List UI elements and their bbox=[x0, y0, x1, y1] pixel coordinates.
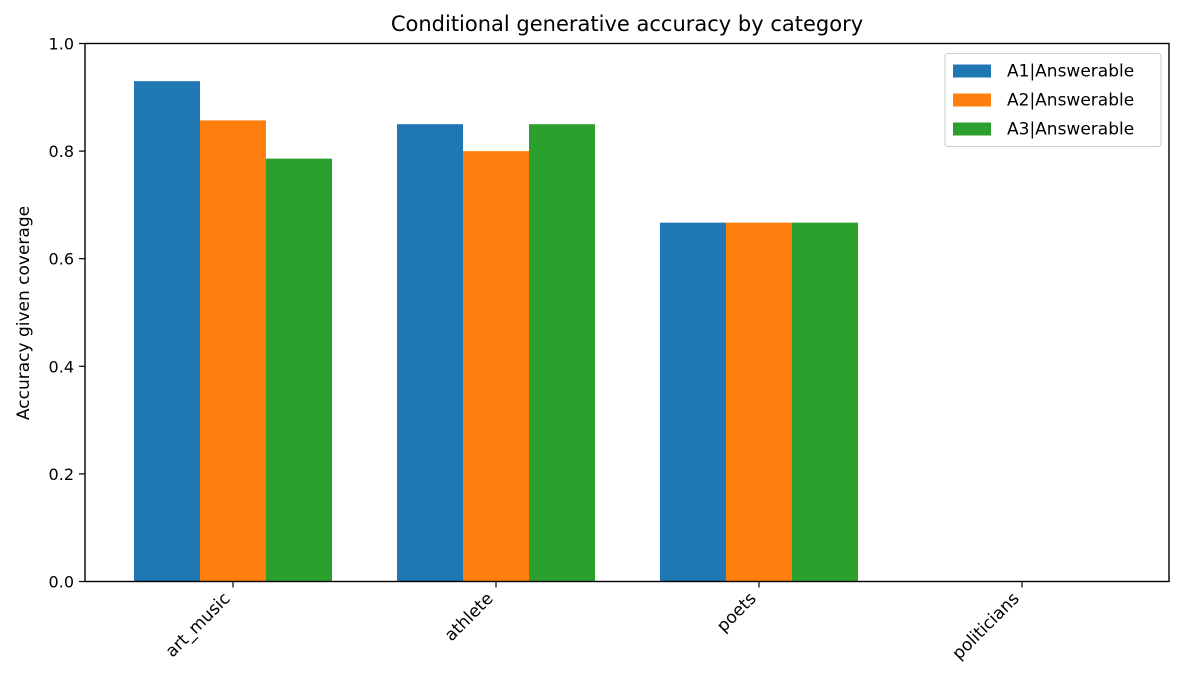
legend: A1|Answerable A2|Answerable A3|Answerable bbox=[944, 53, 1162, 147]
bar-athlete-series-3 bbox=[529, 124, 595, 582]
x-axis-ticks: art_music athlete poets politicians bbox=[162, 581, 1024, 664]
chart-title: Conditional generative accuracy by categ… bbox=[391, 12, 863, 36]
legend-swatch-series-1 bbox=[953, 64, 991, 78]
x-tick-label-poets: poets bbox=[713, 589, 761, 637]
y-tick-label: 0.4 bbox=[49, 357, 74, 376]
y-tick-label: 1.0 bbox=[49, 35, 74, 54]
y-tick-label: 0.8 bbox=[49, 142, 74, 161]
bars-layer bbox=[134, 81, 858, 582]
y-tick-label: 0.0 bbox=[49, 573, 74, 592]
bar-art_music-series-3 bbox=[266, 158, 332, 582]
bar-poets-series-3 bbox=[792, 222, 858, 582]
legend-swatch-series-3 bbox=[953, 122, 991, 136]
legend-label-series-2: A2|Answerable bbox=[1007, 91, 1134, 111]
x-tick-label-athlete: athlete bbox=[441, 589, 498, 646]
bar-athlete-series-1 bbox=[397, 124, 463, 582]
legend-swatch-series-2 bbox=[953, 93, 991, 107]
x-tick-label-art_music: art_music bbox=[162, 589, 235, 662]
y-axis-label: Accuracy given coverage bbox=[14, 206, 34, 420]
legend-label-series-3: A3|Answerable bbox=[1007, 120, 1134, 140]
y-tick-label: 0.6 bbox=[49, 250, 74, 269]
x-tick-label-politicians: politicians bbox=[948, 589, 1023, 664]
bar-poets-series-1 bbox=[660, 222, 726, 582]
plot-frame bbox=[84, 42, 1170, 583]
bar-poets-series-2 bbox=[726, 222, 792, 582]
y-tick-label: 0.2 bbox=[49, 465, 74, 484]
y-axis-ticks: 0.0 0.2 0.4 0.6 0.8 1.0 bbox=[49, 35, 85, 592]
bar-athlete-series-2 bbox=[463, 151, 529, 582]
bar-art_music-series-2 bbox=[200, 120, 266, 582]
legend-label-series-1: A1|Answerable bbox=[1007, 62, 1134, 82]
legend-box bbox=[944, 53, 1162, 147]
bar-art_music-series-1 bbox=[134, 81, 200, 582]
